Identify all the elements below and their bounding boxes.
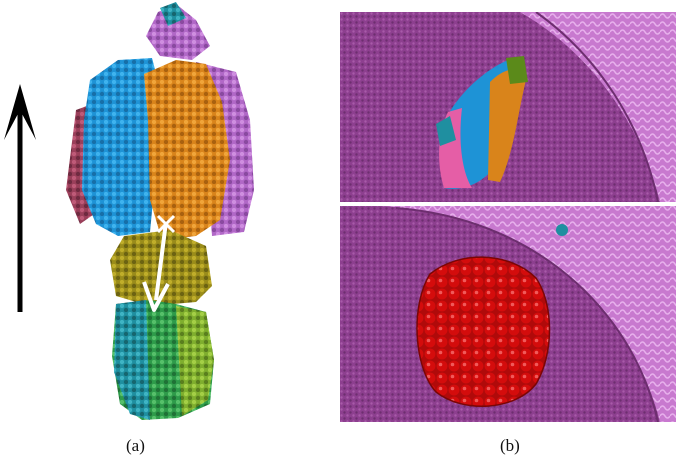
caption-b: (b) (500, 436, 520, 455)
nanoparticle (416, 256, 551, 408)
panel-a: (a) (0, 0, 300, 464)
direction-arrow (4, 84, 36, 312)
membrane-view-nanoparticle (340, 206, 676, 422)
protein-complex-illustration (4, 2, 254, 420)
membrane-illustration (340, 12, 676, 422)
membrane-view-protein (340, 12, 676, 202)
transport-arrow (142, 214, 176, 312)
caption-a: (a) (126, 436, 145, 455)
panel-b (340, 12, 676, 422)
